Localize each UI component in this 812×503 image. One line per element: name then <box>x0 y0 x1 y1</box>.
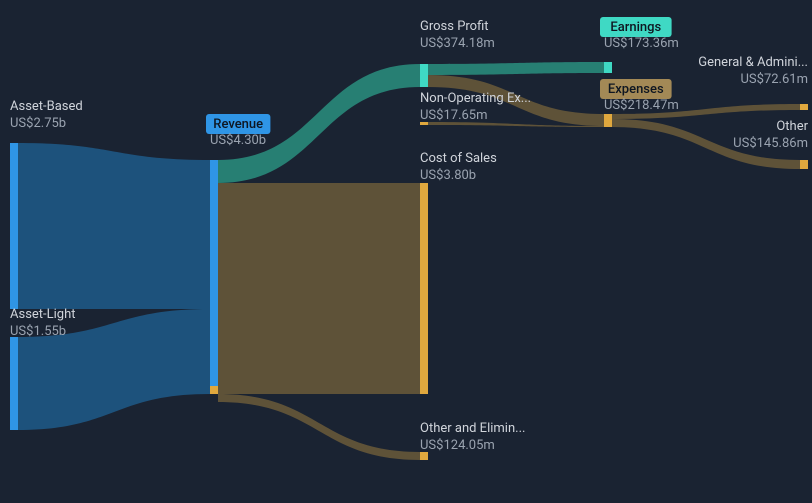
node-label-cost_sales: Cost of Sales <box>420 151 497 166</box>
node-bar-earnings <box>604 62 612 73</box>
node-value-revenue: US$4.30b <box>210 133 266 148</box>
node-bar-cost_sales <box>420 183 428 394</box>
node-value-non_op: US$17.65m <box>420 108 488 123</box>
node-value-earnings: US$173.36m <box>604 36 679 51</box>
node-label-gen_admin: General & Admini... <box>698 55 808 70</box>
node-label-other_elim: Other and Elimin... <box>420 421 525 436</box>
node-bar-asset_based <box>10 143 18 309</box>
node-bar-gen_admin <box>800 104 808 110</box>
node-expenses[interactable]: ExpensesUS$218.47m <box>600 79 679 127</box>
node-value-asset_light: US$1.55b <box>10 324 66 339</box>
node-label-revenue: Revenue <box>213 117 263 132</box>
node-value-cost_sales: US$3.80b <box>420 168 476 183</box>
node-bar-stripe-revenue <box>210 386 218 394</box>
sankey-chart: Asset-Based US$2.75b Asset-Light US$1.55b Re… <box>0 0 812 503</box>
node-value-gen_admin: US$72.61m <box>740 72 808 87</box>
node-label-earnings: Earnings <box>610 20 661 35</box>
node-other_elim[interactable]: Other and Elimin... US$124.05m <box>420 421 525 460</box>
link-revenue-to-cost_sales <box>218 183 420 394</box>
node-label-asset_light: Asset-Light <box>10 307 76 322</box>
node-label-other: Other <box>776 119 808 134</box>
node-value-other: US$145.86m <box>733 136 808 151</box>
node-bar-gross_profit <box>420 64 428 87</box>
node-bar-revenue <box>210 160 218 394</box>
node-label-non_op: Non-Operating Ex... <box>420 91 531 106</box>
node-value-gross_profit: US$374.18m <box>420 36 495 51</box>
link-gross_profit-to-earnings <box>428 62 604 75</box>
node-label-asset_based: Asset-Based <box>10 99 83 114</box>
node-value-expenses: US$218.47m <box>604 98 679 113</box>
node-value-other_elim: US$124.05m <box>420 438 495 453</box>
node-bar-asset_light <box>10 337 18 430</box>
node-bar-other <box>800 160 808 169</box>
node-gen_admin[interactable]: General & Admini... US$72.61m <box>698 55 808 110</box>
node-bar-expenses <box>604 114 612 127</box>
node-cost_sales[interactable]: Cost of Sales US$3.80b <box>420 151 497 394</box>
node-label-gross_profit: Gross Profit <box>420 19 489 34</box>
node-label-expenses: Expenses <box>608 82 664 97</box>
node-non_op[interactable]: Non-Operating Ex... US$17.65m <box>420 91 531 125</box>
link-asset_based-to-revenue <box>18 143 210 309</box>
node-value-asset_based: US$2.75b <box>10 116 66 131</box>
node-earnings[interactable]: EarningsUS$173.36m <box>600 17 679 73</box>
node-bar-other_elim <box>420 452 428 460</box>
link-revenue-to-other_elim <box>218 394 420 460</box>
